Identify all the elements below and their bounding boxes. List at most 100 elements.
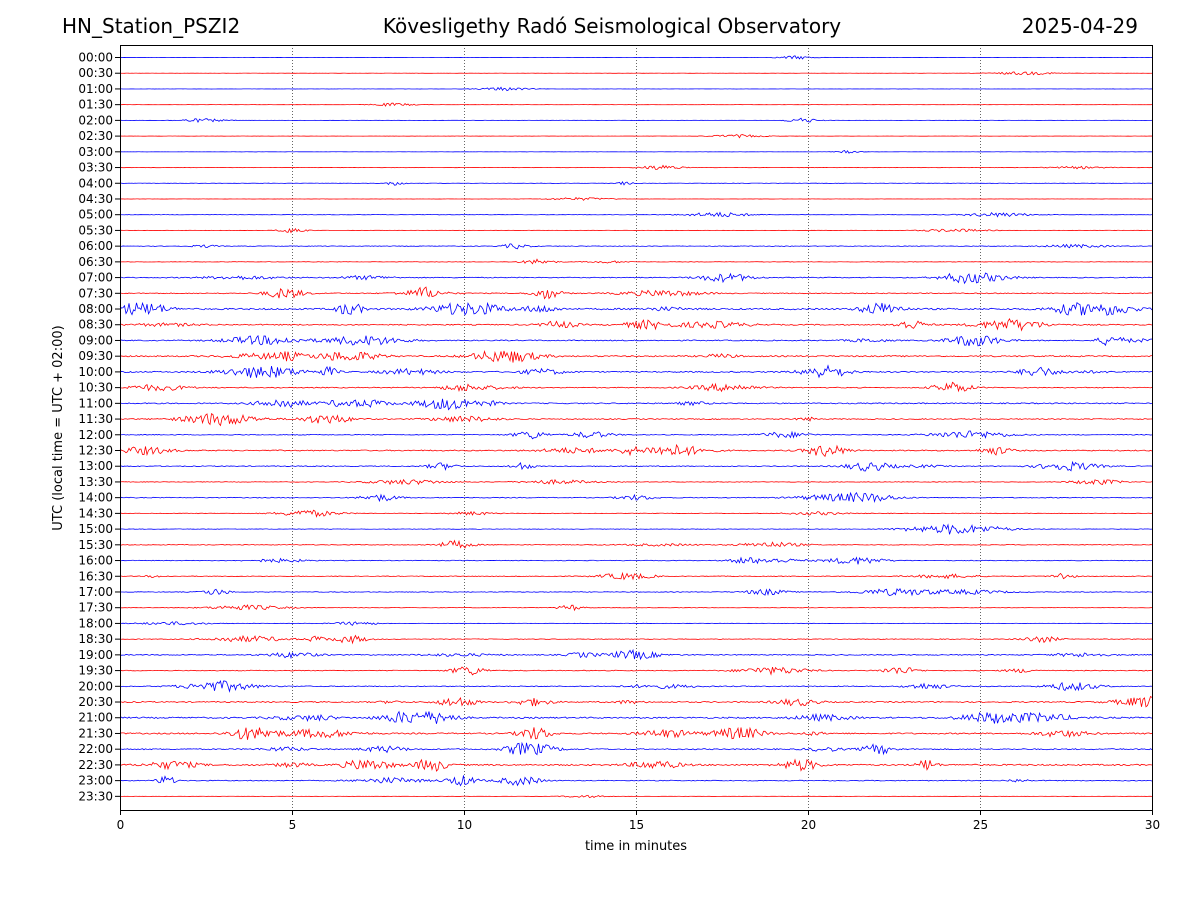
y-tick-label: 04:30 (78, 192, 113, 206)
x-tick-label: 10 (457, 818, 472, 832)
y-tick-label: 09:00 (78, 333, 113, 347)
y-tick-label: 01:00 (78, 82, 113, 96)
y-tick-label: 22:00 (78, 742, 113, 756)
y-tick-label: 22:30 (78, 758, 113, 772)
y-tick-label: 01:30 (78, 98, 113, 112)
y-tick-label: 05:30 (78, 223, 113, 237)
trace-2330 (119, 794, 1153, 799)
y-tick-label: 15:00 (78, 522, 113, 536)
x-tick-label: 25 (973, 818, 988, 832)
trace-0030 (119, 71, 1153, 76)
trace-0930 (119, 350, 1153, 363)
trace-0730 (119, 286, 1153, 300)
trace-2200 (119, 741, 1153, 756)
trace-2030 (119, 695, 1153, 708)
x-tick-label: 0 (117, 818, 125, 832)
trace-0430 (119, 196, 1153, 201)
x-axis: 0 5 10 15 20 25 30 (117, 810, 1160, 832)
y-tick-label: 14:30 (78, 506, 113, 520)
y-tick-label: 17:30 (78, 601, 113, 615)
y-tick-label: 23:30 (78, 789, 113, 803)
trace-0700 (120, 272, 1153, 285)
trace-1630 (119, 571, 1153, 581)
y-tick-label: 04:00 (78, 176, 113, 190)
trace-0300 (119, 150, 1153, 154)
trace-1830 (119, 634, 1153, 645)
y-tick-label: 02:00 (78, 113, 113, 127)
trace-0800 (119, 301, 1153, 316)
y-tick-label: 16:00 (78, 554, 113, 568)
x-tick-label: 20 (801, 818, 816, 832)
trace-2230 (119, 758, 1153, 772)
y-tick-label: 18:30 (78, 632, 113, 646)
y-tick-label: 19:00 (78, 648, 113, 662)
trace-0500 (119, 211, 1153, 218)
trace-1230 (119, 443, 1153, 458)
y-tick-label: 03:30 (78, 161, 113, 175)
trace-0330 (119, 164, 1153, 170)
trace-1730 (119, 604, 1153, 612)
trace-0600 (119, 243, 1153, 250)
trace-2000 (119, 679, 1153, 693)
station-name: HN_Station_PSZI2 (62, 14, 241, 38)
plot-frame (120, 45, 1153, 811)
trace-1130 (119, 412, 1153, 427)
trace-0630 (119, 258, 1153, 265)
trace-1430 (119, 509, 1153, 518)
y-tick-label: 11:30 (78, 412, 113, 426)
x-tick-label: 30 (1145, 818, 1160, 832)
trace-1500 (119, 523, 1153, 535)
trace-group (119, 55, 1153, 799)
y-axis-label: UTC (local time = UTC + 02:00) (51, 325, 66, 530)
y-tick-label: 10:30 (78, 381, 113, 395)
y-tick-label: 21:30 (78, 726, 113, 740)
grid-lines (292, 45, 981, 810)
trace-1030 (119, 381, 1153, 393)
y-tick-label: 13:00 (78, 459, 113, 473)
y-tick-label: 20:00 (78, 679, 113, 693)
y-tick-label: 05:00 (78, 208, 113, 222)
y-tick-label: 00:00 (78, 51, 113, 65)
y-tick-label: 11:00 (78, 396, 113, 410)
trace-0230 (119, 134, 1152, 139)
chart-title: Kövesligethy Radó Seismological Observat… (382, 14, 842, 38)
trace-1330 (119, 478, 1153, 486)
trace-0100 (119, 86, 1153, 92)
trace-1700 (119, 587, 1153, 597)
y-tick-label: 21:00 (78, 711, 113, 725)
trace-1400 (119, 491, 1153, 504)
trace-0130 (119, 102, 1153, 107)
x-tick-label: 5 (289, 818, 297, 832)
trace-2100 (119, 710, 1153, 724)
trace-1300 (119, 460, 1153, 472)
trace-2300 (119, 775, 1153, 787)
trace-1530 (119, 539, 1153, 549)
trace-0200 (119, 117, 1153, 124)
y-tick-label: 15:30 (78, 538, 113, 552)
y-tick-label: 08:00 (78, 302, 113, 316)
trace-1600 (119, 556, 1153, 565)
y-tick-label: 00:30 (78, 66, 113, 80)
trace-1900 (119, 648, 1153, 661)
trace-0400 (119, 181, 1153, 186)
trace-0900 (119, 334, 1153, 347)
y-tick-label: 10:00 (78, 365, 113, 379)
trace-0530 (119, 227, 1153, 234)
y-tick-label: 02:30 (78, 129, 113, 143)
y-tick-label: 16:30 (78, 569, 113, 583)
trace-2130 (119, 726, 1153, 740)
trace-0830 (119, 317, 1153, 332)
y-tick-label: 09:30 (78, 349, 113, 363)
x-axis-label: time in minutes (585, 839, 687, 854)
trace-1200 (120, 430, 1153, 440)
y-tick-label: 07:00 (78, 271, 113, 285)
y-tick-label: 06:30 (78, 255, 113, 269)
x-tick-label: 15 (629, 818, 644, 832)
y-tick-label: 06:00 (78, 239, 113, 253)
y-tick-label: 12:00 (78, 428, 113, 442)
trace-1100 (119, 398, 1153, 411)
y-tick-label: 18:00 (78, 616, 113, 630)
trace-0000 (119, 55, 1153, 60)
